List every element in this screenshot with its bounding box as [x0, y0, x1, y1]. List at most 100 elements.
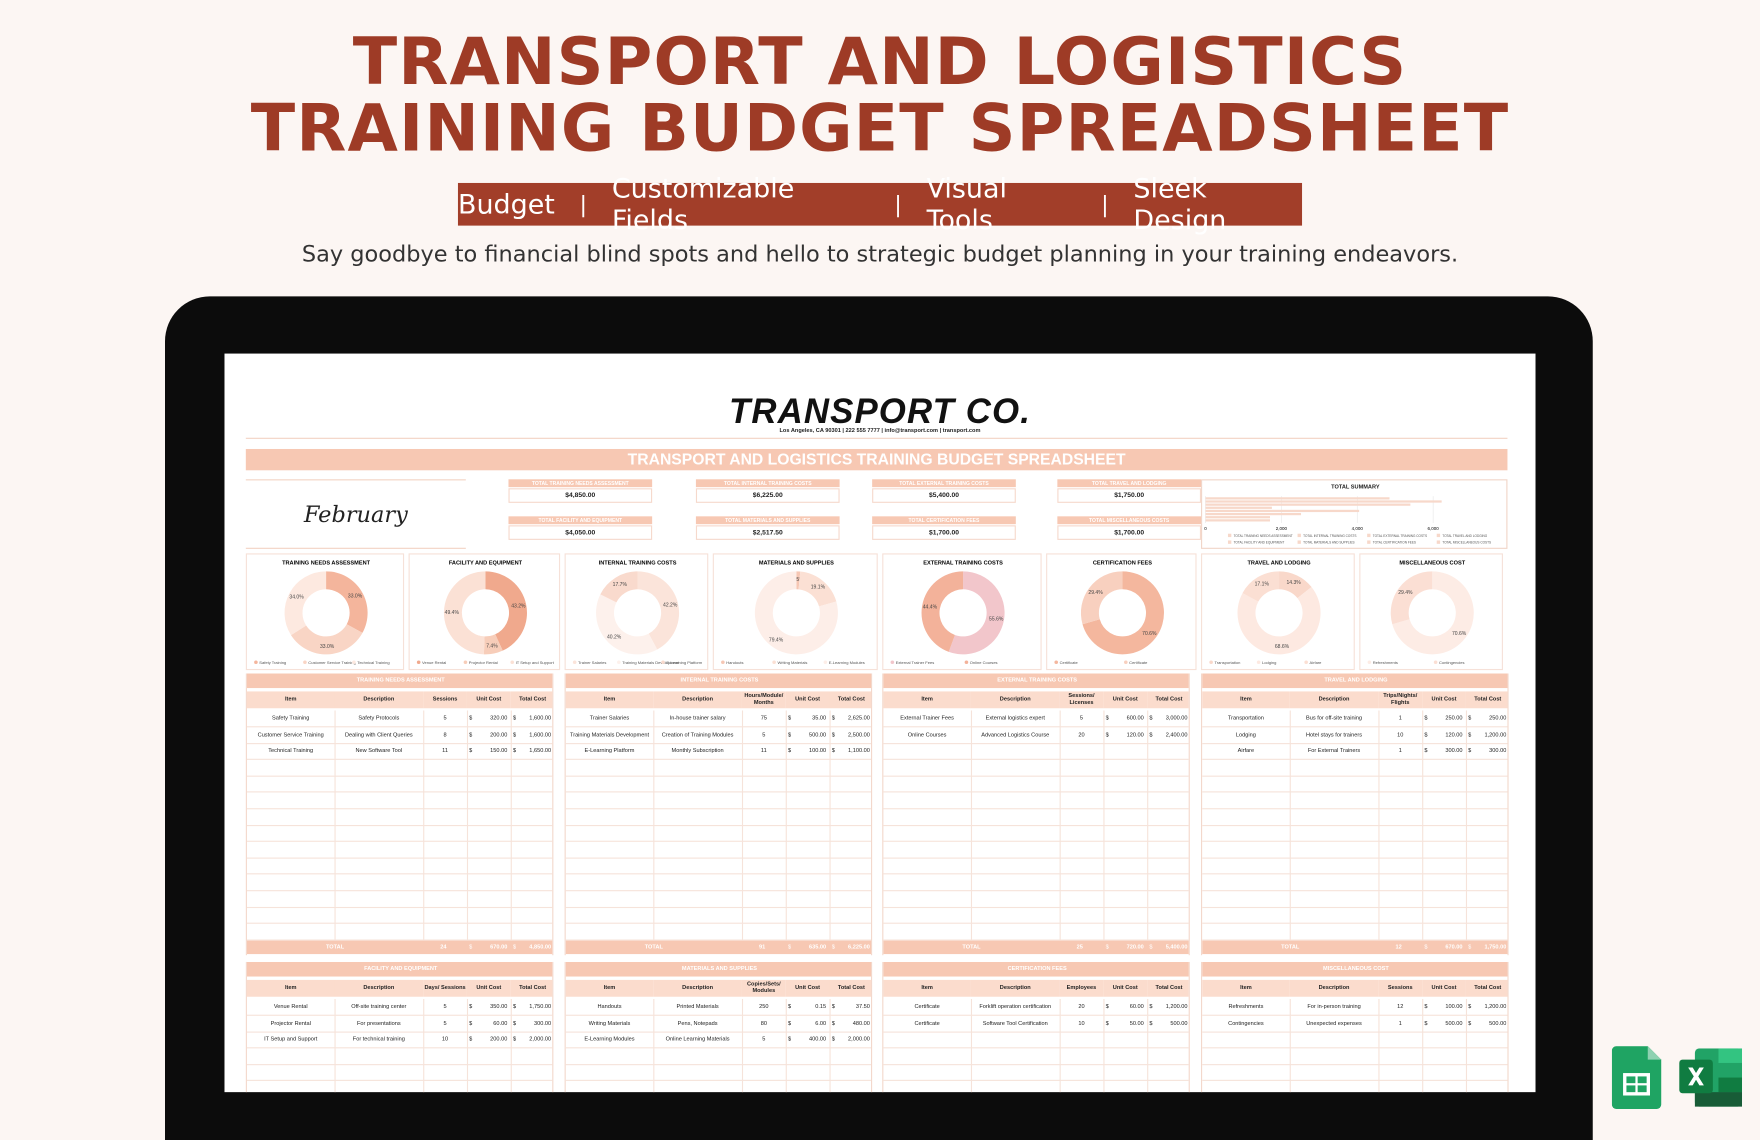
value-label: 49.4%: [445, 610, 460, 616]
table-cell: 1,200.00: [1165, 1003, 1188, 1011]
table-cell: 5: [1079, 715, 1084, 722]
table-cell: Printed Materials: [676, 1003, 719, 1011]
legend-label: Online Courses: [970, 660, 998, 665]
table-cell: 1: [1398, 1019, 1402, 1027]
column-header: Description: [970, 691, 1060, 709]
table: EXTERNAL TRAINING COSTS Item Description Se…: [882, 673, 1190, 956]
col-line: [510, 890, 512, 908]
currency: $: [469, 715, 473, 722]
table-cell: 75: [760, 715, 767, 722]
summary-title: TOTAL SUMMARY: [1331, 483, 1380, 491]
col-line: [1378, 857, 1380, 875]
legend-label: TOTAL FACILITY AND EQUIPMENT: [1234, 540, 1285, 544]
col-line: [1147, 1015, 1149, 1032]
row-line: [883, 791, 1189, 793]
col-line: [1422, 743, 1424, 760]
legend-label: Transportation: [1214, 660, 1240, 665]
col-line: [829, 1031, 831, 1049]
legend-label: TOTAL MISCELLANEOUS COSTS: [1442, 540, 1491, 544]
table-cell: 5: [762, 731, 766, 739]
donut-chart: MISCELLANEOUS COST 70.6% 29.4% Refreshments…: [1359, 553, 1503, 671]
chart-title: MISCELLANEOUS COST: [1399, 561, 1465, 567]
col-line: [1422, 710, 1424, 727]
row-line: [883, 906, 1189, 908]
column-header: Description: [1289, 691, 1379, 709]
col-line: [1059, 1048, 1061, 1065]
column-header: Description: [1289, 979, 1379, 997]
row-line: [246, 808, 553, 810]
row-line: [565, 791, 872, 793]
col-line: [1465, 874, 1468, 891]
col-line: [1289, 874, 1291, 891]
legend-swatch: [1433, 660, 1438, 665]
legend-label: External Trainer Fees: [896, 660, 935, 665]
value-label: 70.6%: [1142, 631, 1157, 637]
table-cell: Bus for off-site training: [1306, 715, 1363, 722]
col-line: [653, 857, 655, 875]
col-line: [1059, 1064, 1061, 1081]
column-header: Trips/Nights/ Flights: [1378, 691, 1423, 709]
table-cell: 150.00: [490, 747, 508, 755]
col-line: [510, 841, 512, 858]
col-line: [1289, 808, 1291, 826]
table-cell: 200.00: [490, 1036, 508, 1043]
col-line: [829, 710, 831, 727]
table-cell: Unexpected expenses: [1306, 1019, 1362, 1027]
column-header: Sessions/ Licenses: [1059, 691, 1104, 709]
table-cell: 6.00: [815, 1019, 827, 1027]
total-cell: 1,750.00: [1484, 943, 1507, 951]
currency: $: [787, 715, 792, 722]
col-line: [1378, 808, 1380, 826]
table-cell: Hotel stays for trainers: [1305, 731, 1363, 739]
col-line: [1059, 776, 1061, 793]
col-line: [785, 923, 787, 940]
value-label: 29.4%: [1088, 590, 1103, 596]
row-line: [883, 1031, 1189, 1033]
col-line: [653, 890, 655, 908]
col-line: [510, 808, 512, 826]
column-header: Sessions: [1378, 979, 1423, 997]
currency: $: [1424, 747, 1428, 755]
summary-bar: [1205, 497, 1390, 500]
col-line: [741, 1015, 744, 1032]
col-line: [466, 710, 469, 727]
donut-segment: [1080, 571, 1123, 625]
column-header: Description: [970, 979, 1060, 997]
col-line: [653, 1048, 655, 1065]
col-line: [1378, 743, 1380, 760]
column-header: Item: [883, 979, 971, 997]
table-cell: Safety Training: [271, 715, 310, 722]
table-cell: 20: [1078, 1003, 1085, 1011]
col-line: [829, 890, 831, 908]
col-line: [970, 759, 973, 777]
value-label: 79.4%: [769, 637, 784, 643]
table-cell: Technical Training: [268, 747, 314, 755]
column-header: Unit Cost: [785, 979, 830, 997]
donut-chart: MATERIALS AND SUPPLIES 1.5% 19.1% 79.4% Hand…: [712, 553, 878, 671]
legend-swatch: [772, 660, 776, 665]
col-line: [1378, 776, 1380, 793]
col-line: [1289, 726, 1291, 744]
col-line: [1378, 1048, 1380, 1065]
col-line: [741, 776, 744, 793]
currency: $: [787, 943, 792, 951]
legend-swatch: [964, 660, 969, 665]
table-cell: 1,650.00: [529, 747, 552, 755]
row-line: [1202, 840, 1508, 843]
col-line: [653, 1080, 655, 1093]
table: FACILITY AND EQUIPMENT Item Description Day…: [245, 961, 554, 1093]
col-line: [653, 841, 655, 858]
currency: $: [831, 715, 835, 722]
table-cell: 2,000.00: [848, 1036, 870, 1043]
col-line: [1147, 907, 1149, 924]
col-line: [466, 907, 469, 924]
x-tick-label: 0: [1204, 526, 1207, 531]
col-line: [829, 1048, 831, 1065]
col-line: [334, 998, 336, 1016]
total-row: [1202, 940, 1508, 955]
table: MATERIALS AND SUPPLIES Item Description Cop…: [564, 961, 873, 1093]
month-box: February: [245, 479, 466, 549]
total-label: TOTAL FACILITY AND EQUIPMENT: [508, 516, 653, 525]
col-line: [1422, 1064, 1424, 1081]
col-line: [1378, 1064, 1380, 1081]
